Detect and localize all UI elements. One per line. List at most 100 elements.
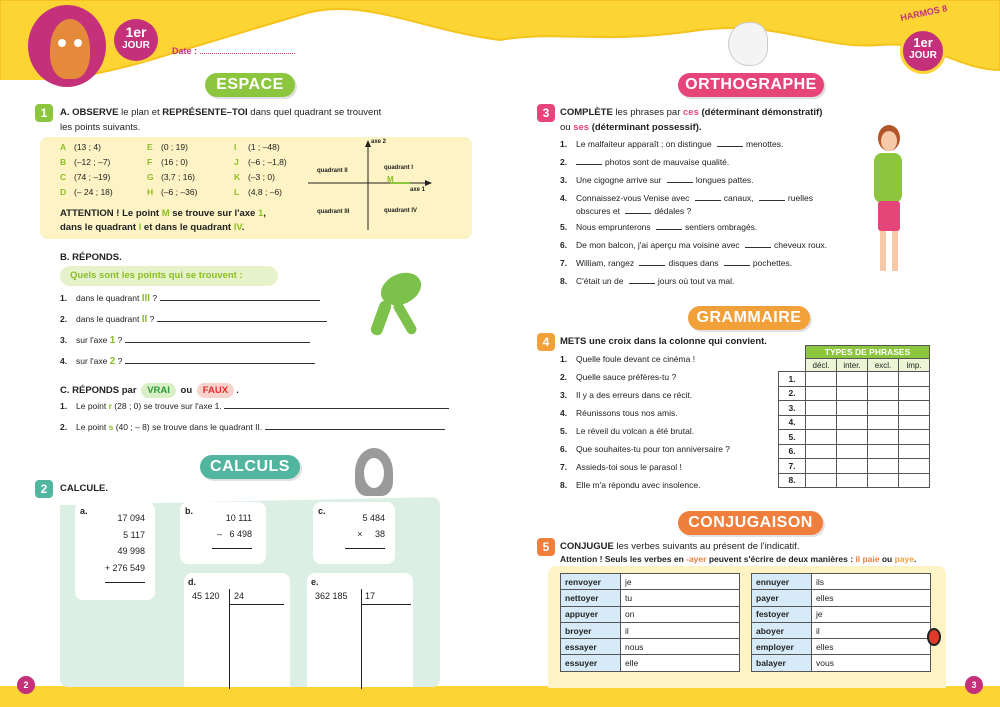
rooster-illustration (728, 22, 768, 66)
conjugation-row[interactable]: essuyer elle (560, 654, 740, 672)
point-item: E (0 ; 19) (147, 142, 188, 152)
fill-blank-sentence[interactable]: 1. Le malfaiteur apparaît ; on distingue … (560, 139, 784, 149)
answer-line-item[interactable]: 2. dans le quadrant II ? (60, 314, 327, 325)
table-row: 1. (778, 371, 930, 387)
divisor: 24 (234, 591, 245, 601)
exercise-1-instruction-2: les points suivants. (60, 122, 141, 133)
exercise-5-attention: Attention ! Seuls les verbes en -ayer pe… (560, 554, 917, 564)
calc-label: c. (318, 506, 326, 516)
section-orthographe: ORTHOGRAPHE (678, 73, 824, 97)
page-number-left: 2 (17, 676, 35, 694)
calc-label: b. (185, 506, 193, 516)
calc-label: d. (188, 577, 196, 587)
attention-note: ATTENTION ! Le point M se trouve sur l'a… (60, 208, 266, 219)
fill-blank-sentence[interactable]: 4. Connaissez-vous Venise avec canaux, ru… (560, 193, 813, 203)
point-item: K (–3 ; 0) (234, 172, 275, 182)
conjugation-row[interactable]: aboyer il (751, 621, 931, 640)
calc-label: e. (311, 577, 319, 587)
page-number-right: 3 (965, 676, 983, 694)
quadrant-4-label: quadrant IV (384, 208, 418, 214)
sentence-item: 5. Le réveil du volcan a été brutal. (560, 426, 695, 436)
exercise-5-badge: 5 (537, 538, 555, 556)
exercise-5-instruction: CONJUGUE les verbes suivants au présent … (560, 541, 800, 552)
answer-line-item[interactable]: 3. sur l'axe 1 ? (60, 335, 310, 346)
conjugation-row[interactable]: nettoyer tu (560, 589, 740, 607)
exercise-4-instruction: METS une croix dans la colonne qui convi… (560, 336, 767, 347)
coordinate-plane (308, 140, 432, 230)
dividend: 362 185 (315, 591, 348, 601)
table-row: 4. (778, 414, 930, 430)
section-calculs: CALCULS (200, 455, 300, 479)
calc-e: e. 362 185 17 (307, 573, 413, 689)
point-m-label: M (387, 175, 394, 184)
footer-band (0, 686, 1000, 707)
fill-blank-sentence[interactable]: 7. William, rangez disques dans pochettes… (560, 258, 793, 268)
sentence-types-table: TYPES DE PHRASES décl. inter. excl. imp. 1. 2.… (778, 345, 930, 488)
exercise-3-instruction-2: ou ses (déterminant possessif). (560, 122, 702, 133)
conjugation-row[interactable]: employer elles (751, 638, 931, 656)
conjugation-row[interactable]: ennuyer ils (751, 572, 931, 591)
answer-line-item[interactable]: 4. sur l'axe 2 ? (60, 356, 315, 367)
table-row: 6. (778, 443, 930, 459)
section-conjugaison: CONJUGAISON (678, 511, 823, 535)
conjugation-row[interactable]: payer elles (751, 589, 931, 607)
sentence-item: 3. Il y a des erreurs dans ce récit. (560, 390, 693, 400)
vrai-badge: VRAI (141, 383, 176, 398)
point-item: B (–12 ; –7) (60, 157, 111, 167)
conjugation-row[interactable]: broyer il (560, 621, 740, 640)
sentence-item: 4. Réunissons tous nos amis. (560, 408, 678, 418)
exercise-4-badge: 4 (537, 333, 555, 351)
section-espace: ESPACE (205, 73, 295, 97)
subtraction: 10 111– 6 498 (212, 510, 252, 549)
quadrant-2-label: quadrant II (317, 168, 348, 174)
fill-blank-sentence-cont[interactable]: obscures et dédales ? (576, 206, 692, 216)
table-row: 8. (778, 472, 930, 488)
conjugation-row[interactable]: balayer vous (751, 654, 931, 672)
badger-illustration (355, 448, 393, 496)
table-row: 5. (778, 429, 930, 445)
kangaroo-mascot (28, 5, 106, 87)
conjugation-table-right: ennuyer ils payer elles festoyer je aboyer il em… (751, 572, 931, 672)
answer-line-item[interactable]: 1. dans le quadrant III ? (60, 293, 320, 304)
part-b-prompt: Quels sont les points qui se trouvent : (60, 266, 278, 286)
day-number: 1er (125, 24, 147, 40)
points-box (40, 137, 472, 239)
point-item: C (74 ; –19) (60, 172, 111, 182)
fill-blank-sentence[interactable]: 6. De mon balcon, j'ai aperçu ma voisine … (560, 240, 827, 250)
table-row: 3. (778, 400, 930, 416)
conjugation-table-left: renvoyer je nettoyer tu appuyer on broyer il ess… (560, 572, 740, 672)
conjugation-row[interactable]: renvoyer je (560, 572, 740, 591)
true-false-item[interactable]: 2. Le point s (40 ; – 8) se trouve dans l… (60, 422, 445, 432)
conjugation-row[interactable]: essayer nous (560, 638, 740, 656)
fill-blank-sentence[interactable]: 3. Une cigogne arrive sur longues pattes. (560, 175, 754, 185)
true-false-item[interactable]: 1. Le point r (28 ; 0) se trouve sur l'ax… (60, 401, 450, 411)
exercise-3-instruction: COMPLÈTE les phrases par ces (déterminan… (560, 107, 823, 118)
point-item: I (1 ; –48) (234, 142, 280, 152)
exercise-1-badge: 1 (35, 104, 53, 122)
day-number: 1er (913, 35, 933, 50)
sentence-item: 7. Assieds-toi sous le parasol ! (560, 462, 682, 472)
calc-d: d. 45 120 24 (184, 573, 290, 689)
day-badge: 1er JOUR (112, 17, 160, 63)
multiplication: 5 484 × 38 (345, 510, 385, 549)
axis-1-label: axe 1 (410, 187, 426, 193)
axis-2-label: axe 2 (371, 139, 387, 145)
sentence-item: 8. Elle m'a répondu avec insolence. (560, 480, 701, 490)
conjugation-row[interactable]: festoyer je (751, 605, 931, 623)
fill-blank-sentence[interactable]: 8. C'était un de jours où tout va mal. (560, 276, 735, 286)
day-badge-right: 1er JOUR (900, 28, 946, 74)
point-item: A (13 ; 4) (60, 142, 101, 152)
table-row: 7. (778, 458, 930, 474)
girl-illustration (868, 125, 908, 275)
conjugation-row[interactable]: appuyer on (560, 605, 740, 623)
fill-blank-sentence[interactable]: 2. photos sont de mauvaise qualité. (560, 157, 730, 167)
frog-illustration (365, 262, 435, 342)
part-c-title: C. RÉPONDS par VRAI ou FAUX. (60, 383, 239, 398)
ladybug-icon (927, 628, 941, 646)
part-b-title: B. RÉPONDS. (60, 252, 122, 263)
date-field[interactable]: Date : (172, 46, 295, 56)
fill-blank-sentence[interactable]: 5. Nous emprunterons sentiers ombragés. (560, 222, 758, 232)
point-item: L (4,8 ; –6) (234, 187, 283, 197)
quadrant-1-label: quadrant I (384, 165, 414, 171)
faux-badge: FAUX (196, 383, 235, 398)
